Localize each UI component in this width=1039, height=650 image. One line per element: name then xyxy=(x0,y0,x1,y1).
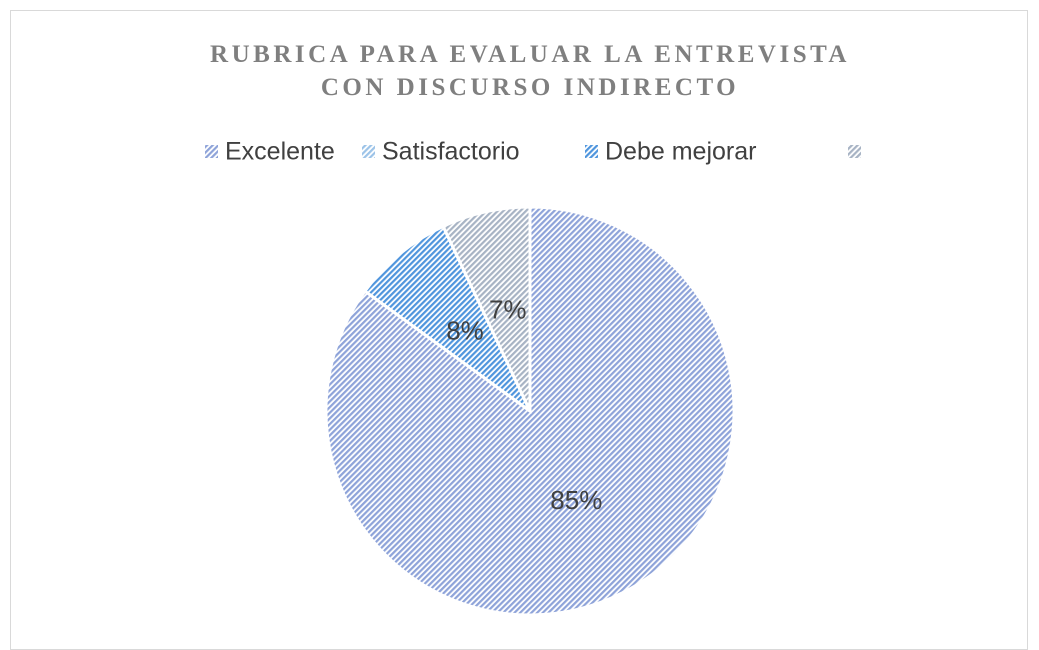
legend-swatch xyxy=(205,145,218,158)
legend-swatch xyxy=(585,145,598,158)
legend-swatch xyxy=(848,145,861,158)
pie-slice xyxy=(362,224,532,413)
legend-label: Debe mejorar xyxy=(605,138,756,166)
data-label: 7% xyxy=(489,294,527,324)
data-label: 8% xyxy=(446,315,484,345)
data-label: 85% xyxy=(550,485,602,515)
legend-label: Satisfactorio xyxy=(382,138,520,166)
chart-title: RUBRICA PARA EVALUAR LA ENTREVISTA CON D… xyxy=(210,41,850,101)
legend-label: Excelente xyxy=(225,138,335,166)
legend-swatch xyxy=(362,145,375,158)
pie-slice xyxy=(441,205,532,412)
